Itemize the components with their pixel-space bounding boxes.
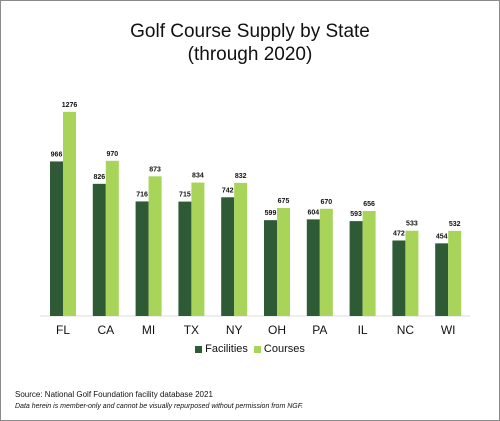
- x-tick-label-tx: TX: [184, 323, 199, 337]
- bar-courses-pa: [319, 208, 333, 316]
- data-label-facilities-fl: 966: [51, 151, 63, 158]
- bar-facilities-fl: [50, 161, 63, 316]
- bar-facilities-mi: [135, 201, 149, 316]
- bar-facilities-ca: [92, 183, 106, 316]
- data-label-courses-oh: 675: [278, 198, 290, 205]
- data-label-facilities-pa: 604: [307, 209, 319, 216]
- bar-facilities-ny: [221, 197, 235, 316]
- bar-courses-ca: [105, 160, 119, 316]
- legend-label-facilities: Facilities: [205, 343, 248, 355]
- x-tick-label-ca: CA: [97, 323, 114, 337]
- data-label-facilities-il: 593: [350, 211, 362, 218]
- legend: Facilities Courses: [0, 343, 500, 355]
- x-tick-label-il: IL: [358, 323, 368, 337]
- bar-facilities-tx: [178, 201, 192, 316]
- bar-facilities-oh: [264, 220, 277, 316]
- data-label-courses-pa: 670: [320, 199, 332, 206]
- data-label-courses-mi: 873: [149, 166, 161, 173]
- bar-facilities-nc: [392, 240, 406, 316]
- data-label-courses-il: 656: [363, 201, 375, 208]
- legend-swatch-courses: [253, 345, 261, 353]
- bar-courses-mi: [148, 176, 162, 316]
- data-label-courses-wi: 532: [449, 221, 461, 228]
- bar-courses-nc: [405, 230, 419, 316]
- data-label-facilities-ca: 826: [93, 174, 105, 181]
- bar-courses-ny: [234, 182, 248, 316]
- disclaimer-note: Data herein is member-only and cannot be…: [15, 403, 304, 410]
- x-tick-label-wi: WI: [441, 323, 456, 337]
- data-label-courses-tx: 834: [192, 173, 204, 180]
- x-tick-label-nc: NC: [397, 323, 415, 337]
- data-label-facilities-wi: 454: [436, 233, 448, 240]
- bar-facilities-il: [349, 221, 363, 316]
- x-tick-label-fl: FL: [56, 323, 70, 337]
- legend-item-facilities: Facilities: [195, 343, 248, 355]
- legend-label-courses: Courses: [263, 343, 305, 355]
- bar-courses-wi: [448, 230, 462, 316]
- chart-title: Golf Course Supply by State (through 202…: [0, 20, 500, 66]
- data-label-facilities-oh: 599: [265, 210, 277, 217]
- data-label-facilities-ny: 742: [222, 187, 234, 194]
- chart-title-line-1: Golf Course Supply by State: [130, 21, 370, 42]
- bar-courses-tx: [191, 182, 205, 316]
- data-label-courses-nc: 533: [406, 221, 418, 228]
- bar-courses-il: [362, 211, 376, 316]
- bar-courses-oh: [277, 208, 290, 316]
- data-label-facilities-tx: 715: [179, 192, 191, 199]
- chart-title-line-2: (through 2020): [187, 44, 313, 65]
- x-tick-label-oh: OH: [268, 323, 286, 337]
- x-tick-label-pa: PA: [312, 323, 327, 337]
- legend-item-courses: Courses: [253, 343, 305, 355]
- legend-swatch-facilities: [195, 345, 203, 353]
- x-tick-label-mi: MI: [142, 323, 155, 337]
- bar-facilities-pa: [306, 219, 320, 316]
- data-label-courses-ca: 970: [106, 151, 118, 158]
- data-label-courses-fl: 1276: [62, 102, 78, 109]
- bar-courses-fl: [63, 111, 76, 316]
- source-note: Source: National Golf Foundation facilit…: [15, 390, 213, 399]
- data-label-facilities-nc: 472: [393, 230, 405, 237]
- bar-facilities-wi: [435, 243, 449, 316]
- data-label-courses-ny: 832: [235, 173, 247, 180]
- data-label-facilities-mi: 716: [136, 191, 148, 198]
- x-tick-label-ny: NY: [226, 323, 243, 337]
